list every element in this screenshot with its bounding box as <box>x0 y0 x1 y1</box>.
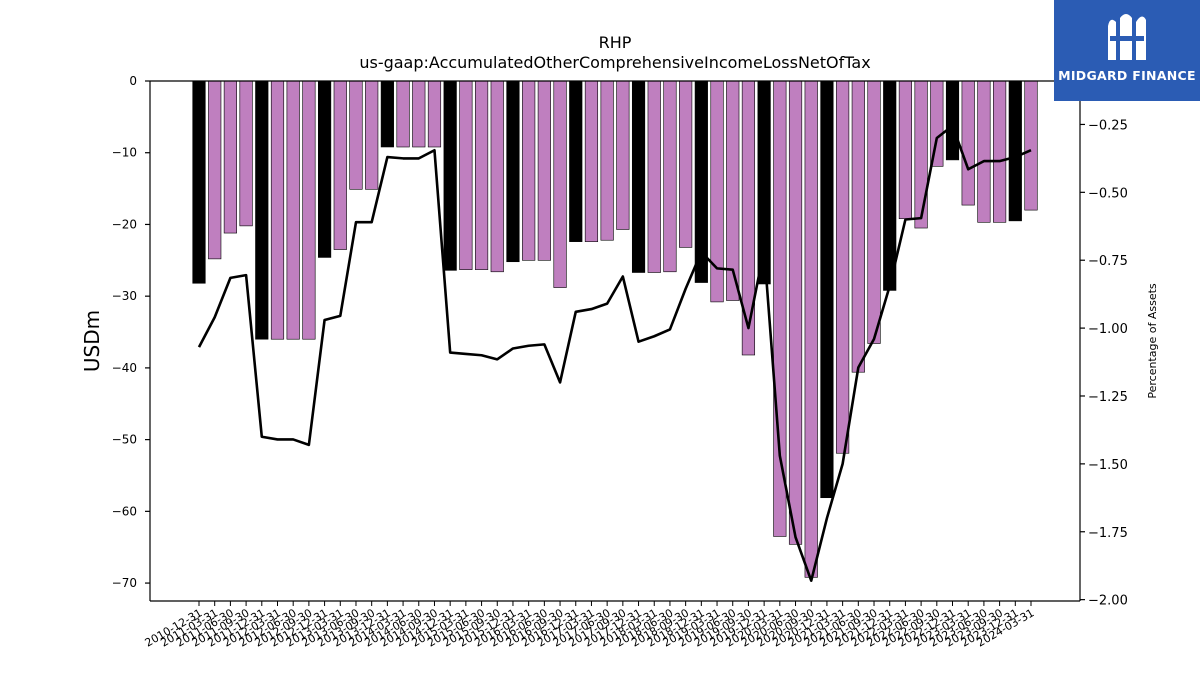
bar <box>820 80 834 499</box>
y-tick-label: −20 <box>112 217 137 231</box>
bar <box>333 80 347 250</box>
y-axis-label-right: Percentage of Assets <box>1146 283 1159 399</box>
bar <box>302 80 316 340</box>
bar <box>239 80 253 227</box>
y-tick-label: 0 <box>129 74 137 88</box>
bar <box>380 80 394 148</box>
bar <box>993 80 1007 223</box>
bar <box>270 80 285 340</box>
bar <box>522 80 536 261</box>
y-right-tick-label: −0.25 <box>1088 118 1128 133</box>
left-ticks: 0 −10 −20 −30 −40 −50 −60 −70 <box>112 74 150 590</box>
logo-text: MIDGARD FINANCE <box>1058 68 1196 83</box>
bar <box>851 80 865 373</box>
y-right-tick-label: −2.00 <box>1088 594 1128 609</box>
bar <box>443 80 457 271</box>
y-axis-label: USDm <box>80 310 104 372</box>
y-right-tick-label: −0.50 <box>1088 186 1128 201</box>
bar <box>506 80 520 263</box>
bar <box>396 80 410 148</box>
chart-title: RHP <box>599 33 632 52</box>
bar <box>318 80 332 258</box>
y-tick-label: −40 <box>112 361 137 375</box>
x-ticks: 2010-12-312011-03-312011-06-302011-09-30… <box>143 601 1037 650</box>
bar <box>804 80 818 578</box>
y-tick-label: −70 <box>112 576 137 590</box>
bar <box>427 80 442 148</box>
bar <box>883 80 897 291</box>
bar <box>286 80 300 340</box>
bar <box>1024 80 1038 211</box>
bar <box>412 80 426 148</box>
bar <box>223 80 237 234</box>
y-tick-label: −60 <box>112 504 137 518</box>
bar <box>584 80 599 242</box>
bar <box>773 80 787 537</box>
bar <box>726 80 740 301</box>
y-right-tick-label: −1.00 <box>1088 322 1128 337</box>
bar <box>474 80 489 270</box>
y-right-tick-label: −1.25 <box>1088 390 1128 405</box>
bar <box>616 80 630 230</box>
bar <box>600 80 614 241</box>
bar <box>365 80 379 190</box>
bar <box>930 80 944 167</box>
percentage-line <box>197 124 1032 582</box>
midgard-finance-logo: MIDGARD FINANCE <box>1054 0 1200 101</box>
bar <box>631 80 646 273</box>
y-right-tick-label: −1.50 <box>1088 458 1128 473</box>
y-tick-label: −10 <box>112 146 137 160</box>
y-right-tick-label: −0.75 <box>1088 254 1128 269</box>
y-right-tick-label: −1.75 <box>1088 526 1128 541</box>
bar <box>836 80 850 454</box>
bar <box>569 80 583 242</box>
line-series <box>197 124 1032 582</box>
bar <box>914 80 928 229</box>
bar <box>553 80 567 288</box>
bar <box>945 80 960 161</box>
bar <box>961 80 975 206</box>
bar <box>459 80 473 270</box>
bar <box>1008 80 1022 222</box>
bar <box>679 80 693 248</box>
y-tick-label: −50 <box>112 433 137 447</box>
bar <box>977 80 991 223</box>
bar <box>208 80 222 260</box>
bar <box>255 80 269 340</box>
bar <box>349 80 363 190</box>
chart-subtitle: us-gaap:AccumulatedOtherComprehensiveInc… <box>359 53 870 72</box>
bar <box>898 80 913 220</box>
bar <box>663 80 677 273</box>
right-ticks: −0.25 −0.50 −0.75 −1.00 −1.25 −1.50 −1.75 −2.00 <box>1080 118 1128 609</box>
bar <box>537 80 551 261</box>
bar-series <box>192 80 1038 578</box>
bar <box>490 80 504 273</box>
bar <box>647 80 661 273</box>
y-tick-label: −30 <box>112 289 137 303</box>
bar <box>867 80 881 344</box>
bar <box>788 80 803 545</box>
bar <box>192 80 206 284</box>
midgard-logo-icon <box>1108 14 1146 61</box>
